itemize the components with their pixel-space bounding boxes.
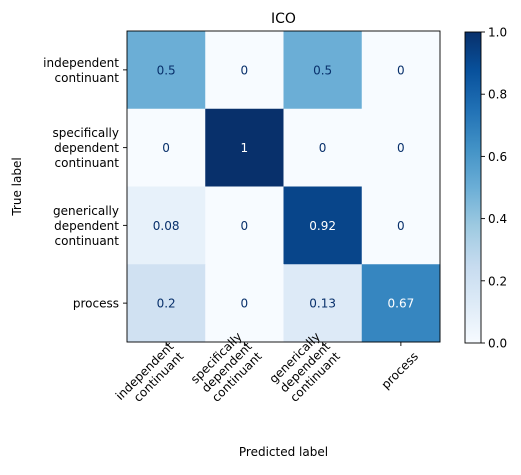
heatmap-cell <box>127 31 206 110</box>
y-tick-label-line: generically <box>53 204 119 218</box>
heatmap-cell <box>205 108 284 187</box>
heatmap-cell <box>127 264 206 343</box>
heatmap-cell <box>283 186 363 265</box>
cell-value-label: 0.2 <box>157 297 176 311</box>
y-tick-label-line: process <box>73 297 119 311</box>
colorbar-tick-label: 1.0 <box>488 26 507 40</box>
cell-value-label: 0.92 <box>309 219 336 233</box>
y-tick-label-line: continuant <box>55 234 120 248</box>
y-tick-label-line: continuant <box>55 156 120 170</box>
cell-value-label: 0 <box>397 63 405 77</box>
cell-value-label: 0 <box>319 141 327 155</box>
heatmap-cell <box>361 108 441 187</box>
heatmap-cell <box>283 108 363 187</box>
y-tick-label: independent continuant <box>43 56 119 85</box>
cell-value-label: 0.08 <box>153 219 180 233</box>
y-tick-label-line: specifically <box>53 126 119 140</box>
colorbar-tick-label: 0.0 <box>488 337 507 351</box>
cell-value-label: 1 <box>241 141 249 155</box>
heatmap-cell <box>283 31 363 110</box>
y-tick-label-line: dependent <box>54 219 119 233</box>
colorbar-tick-label: 0.2 <box>488 274 507 288</box>
heatmap-cell <box>205 31 284 110</box>
x-axis-label: Predicted label <box>239 445 328 459</box>
y-tick-label: generically dependent continuant <box>53 204 119 248</box>
y-tick-label-line: dependent <box>54 141 119 155</box>
colorbar-tick-label: 0.8 <box>488 88 507 102</box>
heatmap-cell <box>205 186 284 265</box>
heatmap-cell <box>361 186 441 265</box>
heatmap-cell <box>361 264 441 343</box>
x-tick-label-line: process <box>379 349 422 392</box>
y-tick-label: specifically dependent continuant <box>53 126 120 170</box>
heatmap-cell <box>127 186 206 265</box>
cell-value-labels: 0.5 0 0.5 0 0 1 0 0 0.08 0 0.92 0 0.2 0 0.13 0.67 <box>153 63 414 310</box>
cell-value-label: 0.5 <box>313 63 332 77</box>
cell-value-label: 0 <box>241 297 249 311</box>
cell-value-label: 0.67 <box>388 297 415 311</box>
heatmap-cell <box>127 108 206 187</box>
cell-value-label: 0 <box>162 141 170 155</box>
cell-value-label: 0 <box>397 141 405 155</box>
heatmap-cell <box>283 264 363 343</box>
heatmap-cell <box>205 264 284 343</box>
colorbar <box>464 31 482 344</box>
colorbar-ticks: 0.0 0.2 0.4 0.6 0.8 1.0 <box>481 26 507 351</box>
colorbar-tick-label: 0.6 <box>488 150 507 164</box>
y-tick-label: process <box>73 297 119 311</box>
cell-value-label: 0 <box>397 219 405 233</box>
chart-title: ICO <box>271 11 296 27</box>
cell-value-label: 0.5 <box>157 63 176 77</box>
cell-value-label: 0 <box>241 63 249 77</box>
plot-frame <box>126 30 441 343</box>
x-tick-label: independentcontinuant <box>113 339 187 413</box>
cell-value-label: 0.13 <box>309 297 336 311</box>
heatmap-cell <box>361 31 441 110</box>
x-tick-label: process <box>379 349 422 392</box>
y-tick-label-line: continuant <box>55 71 120 85</box>
heatmap-cells <box>127 31 441 343</box>
y-tick-label-line: independent <box>43 56 119 70</box>
cell-value-label: 0 <box>241 219 249 233</box>
y-axis-label: True label <box>10 157 24 216</box>
colorbar-tick-label: 0.4 <box>488 212 507 226</box>
